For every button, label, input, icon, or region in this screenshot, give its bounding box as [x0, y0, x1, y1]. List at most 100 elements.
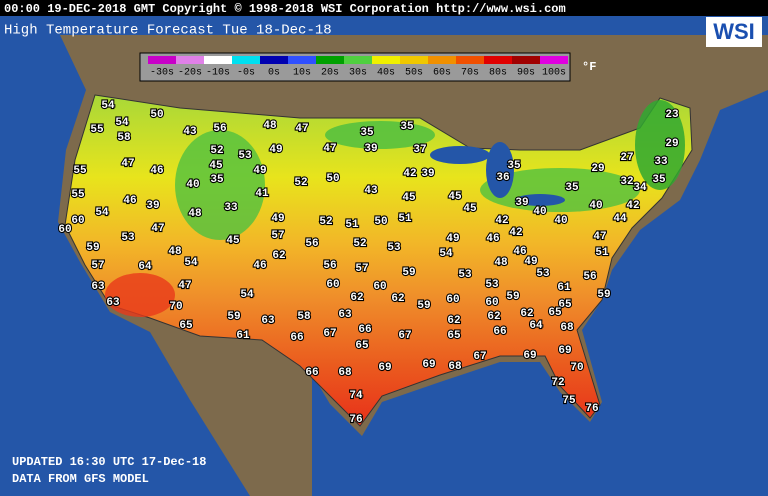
temperature: 57 — [271, 230, 284, 242]
temperature: 49 — [253, 165, 266, 177]
temperature: 40 — [186, 179, 199, 191]
temperature: 47 — [295, 123, 308, 135]
temperature: 62 — [391, 293, 404, 305]
temperature: 65 — [179, 320, 193, 332]
temperature: 60 — [326, 279, 339, 291]
temperature: 27 — [620, 152, 633, 164]
temperature: 52 — [353, 238, 366, 250]
temperature: 35 — [210, 174, 224, 186]
temperature: 32 — [620, 176, 633, 188]
temperature: 60 — [71, 215, 84, 227]
temperature: 67 — [323, 328, 336, 340]
temperature: 53 — [121, 232, 135, 244]
temperature: 39 — [364, 143, 377, 155]
temperature: 64 — [138, 261, 152, 273]
temperature: 54 — [101, 100, 115, 112]
legend-swatch — [400, 56, 428, 64]
title: High Temperature Forecast Tue 18-Dec-18 — [4, 23, 332, 39]
legend-swatch — [260, 56, 288, 64]
temperature: 66 — [290, 332, 303, 344]
temperature: 39 — [146, 200, 159, 212]
temperature: 53 — [387, 242, 401, 254]
temperature: 46 — [486, 233, 499, 245]
temperature: 63 — [261, 315, 275, 327]
temperature: 63 — [91, 281, 105, 293]
temperature: 56 — [583, 271, 596, 283]
temperature: 29 — [591, 163, 604, 175]
temperature: 64 — [529, 320, 543, 332]
temperature: 53 — [485, 279, 499, 291]
temperature: 35 — [400, 121, 414, 133]
temperature: 43 — [364, 185, 378, 197]
temperature: 51 — [345, 219, 359, 231]
temperature: 45 — [402, 192, 416, 204]
temperature: 76 — [349, 414, 362, 426]
temperature: 49 — [269, 144, 282, 156]
logo-box — [706, 17, 762, 47]
temperature: 54 — [240, 289, 254, 301]
temperature: 46 — [253, 260, 266, 272]
legend-swatch — [372, 56, 400, 64]
cold-zone — [635, 100, 685, 190]
temperature: 53 — [536, 268, 550, 280]
temperature: 65 — [548, 307, 562, 319]
legend-swatch — [232, 56, 260, 64]
temperature: 23 — [665, 109, 679, 121]
legend-label: 10s — [293, 68, 311, 79]
temperature: 49 — [271, 213, 284, 225]
temperature: 56 — [213, 123, 226, 135]
temperature: 56 — [323, 260, 336, 272]
temperature: 59 — [417, 300, 430, 312]
temperature: 48 — [494, 257, 508, 269]
temperature: 67 — [473, 351, 486, 363]
legend-label: 20s — [321, 68, 339, 79]
legend-swatch — [512, 56, 540, 64]
legend-swatch — [204, 56, 232, 64]
temperature: 65 — [355, 340, 369, 352]
temperature: 55 — [71, 189, 85, 201]
temperature: 43 — [183, 126, 197, 138]
temperature: 45 — [226, 235, 240, 247]
temperature: 62 — [350, 292, 363, 304]
temperature: 59 — [227, 311, 240, 323]
temperature: 70 — [169, 301, 182, 313]
temperature: 59 — [86, 242, 99, 254]
temperature: 68 — [560, 322, 574, 334]
temperature: 45 — [463, 203, 477, 215]
temperature: 63 — [338, 309, 352, 321]
temperature: 68 — [448, 361, 462, 373]
temperature: 52 — [210, 145, 223, 157]
temperature: 44 — [613, 213, 627, 225]
temperature: 57 — [355, 263, 368, 275]
temperature: 36 — [496, 172, 509, 184]
legend-label: 0s — [268, 68, 280, 79]
logo: WSI — [713, 19, 755, 44]
temperature: 60 — [373, 281, 386, 293]
legend-swatch — [344, 56, 372, 64]
temperature: 35 — [652, 174, 666, 186]
header-bar — [0, 0, 768, 16]
temperature: 35 — [507, 160, 521, 172]
temperature: 42 — [509, 227, 522, 239]
temperature: 69 — [378, 362, 391, 374]
temperature: 62 — [272, 250, 285, 262]
temperature: 54 — [184, 257, 198, 269]
temperature: 39 — [515, 197, 528, 209]
temperature: 69 — [523, 350, 536, 362]
temperature: 65 — [558, 299, 572, 311]
legend-swatch — [540, 56, 568, 64]
temperature: 69 — [422, 359, 435, 371]
temperature: 66 — [305, 367, 318, 379]
temperature: 55 — [73, 165, 87, 177]
temperature: 72 — [551, 377, 564, 389]
temperature: 55 — [90, 124, 104, 136]
legend-swatch — [288, 56, 316, 64]
temperature: 58 — [297, 311, 311, 323]
temperature: 75 — [562, 395, 576, 407]
temperature: 49 — [446, 233, 459, 245]
legend-swatch — [148, 56, 176, 64]
warm-zone — [105, 273, 175, 317]
footer-source: DATA FROM GFS MODEL — [12, 472, 149, 486]
temperature: 46 — [123, 195, 136, 207]
